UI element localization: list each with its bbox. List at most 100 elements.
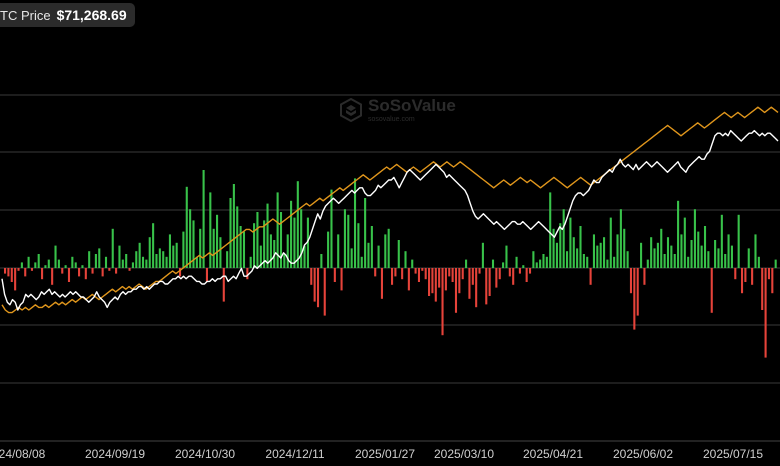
- flow-bar-55: [189, 209, 192, 268]
- flow-bar-137: [465, 259, 468, 268]
- flow-bar-92: [313, 268, 316, 302]
- flow-bar-157: [532, 251, 535, 268]
- flow-bar-145: [491, 259, 495, 268]
- flow-bar-183: [619, 209, 622, 268]
- flow-bar-136: [461, 268, 464, 280]
- flow-bar-94: [320, 254, 323, 268]
- flow-bar-17: [61, 268, 64, 274]
- flow-bar-22: [78, 268, 81, 277]
- flow-bar-142: [481, 242, 484, 268]
- flow-bar-105: [357, 223, 360, 268]
- flow-bar-39: [135, 251, 138, 268]
- flow-bar-58: [199, 228, 202, 268]
- flow-bar-125: [424, 268, 427, 280]
- flow-bar-37: [128, 268, 131, 271]
- flow-bar-45: [155, 254, 158, 268]
- flow-bar-83: [283, 254, 286, 268]
- flow-bar-156: [528, 268, 532, 274]
- flow-bar-2: [10, 268, 13, 282]
- flow-bar-34: [118, 245, 121, 268]
- flow-bar-164: [555, 242, 558, 268]
- flow-bar-90: [306, 217, 309, 268]
- flow-bar-207: [700, 245, 703, 268]
- flow-bar-13: [47, 259, 50, 268]
- flow-bar-184: [623, 228, 626, 268]
- flow-bar-225: [761, 268, 764, 310]
- flow-bar-76: [259, 245, 262, 268]
- flow-bar-43: [148, 237, 151, 268]
- flow-bar-144: [488, 268, 491, 296]
- flow-bar-89: [303, 245, 306, 268]
- flow-bar-30: [104, 256, 108, 268]
- flow-bar-146: [495, 268, 498, 288]
- flow-bar-1: [7, 268, 10, 277]
- flow-bar-199: [673, 254, 676, 268]
- flow-bar-176: [596, 245, 599, 268]
- sosovalue-watermark: SoSoValue sosovalue.com: [340, 97, 456, 123]
- flow-bar-14: [51, 268, 54, 285]
- flow-bar-70: [239, 226, 242, 268]
- flow-bar-169: [572, 237, 575, 268]
- x-tick-label-8: 2025/07/15: [703, 447, 763, 461]
- flow-bar-109: [370, 226, 373, 268]
- flow-bar-4: [17, 268, 20, 271]
- flow-bar-12: [44, 265, 47, 268]
- flow-bar-75: [256, 212, 259, 268]
- flow-bar-33: [115, 268, 118, 274]
- flow-bar-160: [542, 254, 545, 268]
- watermark-name: SoSoValue: [368, 96, 456, 115]
- flow-bar-128: [434, 268, 437, 302]
- flow-bar-85: [290, 200, 293, 268]
- flow-bar-209: [707, 251, 710, 268]
- flow-bar-186: [629, 268, 633, 294]
- flow-bar-222: [751, 268, 754, 285]
- flow-bar-99: [337, 234, 340, 268]
- flow-bar-112: [380, 268, 383, 299]
- flow-bar-24: [84, 268, 87, 280]
- flow-bar-114: [387, 228, 390, 268]
- flow-bar-103: [350, 248, 353, 268]
- flow-bar-126: [428, 268, 431, 296]
- flow-bar-81: [276, 192, 279, 268]
- flow-bar-53: [182, 231, 185, 268]
- flow-bar-152: [515, 256, 518, 268]
- flow-bar-168: [569, 217, 572, 268]
- flow-bar-166: [562, 209, 565, 268]
- flow-bar-226: [764, 268, 767, 358]
- flow-bar-220: [744, 268, 747, 282]
- flow-bar-124: [421, 268, 424, 271]
- flow-bar-18: [64, 265, 67, 268]
- flow-bar-11: [41, 268, 44, 280]
- flow-bar-93: [316, 268, 320, 308]
- flow-bar-104: [353, 178, 357, 268]
- flow-bar-60: [205, 268, 208, 282]
- btc-price-value: $71,268.69: [56, 7, 127, 23]
- flow-bar-42: [145, 259, 148, 268]
- x-tick-label-6: 2025/04/21: [523, 447, 583, 461]
- flow-bar-134: [454, 268, 458, 313]
- flow-bar-19: [67, 268, 71, 282]
- flow-bar-10: [37, 254, 40, 268]
- flow-bar-118: [401, 268, 404, 280]
- flow-bar-59: [202, 170, 205, 268]
- flow-bar-27: [94, 254, 97, 268]
- flow-bar-210: [710, 268, 713, 313]
- flow-bar-61: [209, 192, 212, 268]
- flow-bar-8: [30, 268, 34, 271]
- x-tick-label-1: 2024/09/19: [85, 447, 145, 461]
- sosovalue-logo-icon: [340, 98, 362, 122]
- flow-bar-9: [34, 262, 37, 268]
- flow-bar-174: [589, 268, 592, 285]
- flow-bar-158: [535, 262, 538, 268]
- flow-bar-195: [660, 228, 663, 268]
- flow-bar-215: [727, 234, 730, 268]
- flow-bar-202: [683, 217, 686, 268]
- flow-bar-221: [747, 248, 750, 268]
- flow-bar-113: [384, 234, 387, 268]
- flow-bar-115: [391, 268, 394, 285]
- btc-price-line: [1, 129, 779, 311]
- flow-bar-147: [498, 268, 501, 280]
- flow-bar-32: [111, 228, 114, 268]
- flow-bar-212: [717, 248, 720, 268]
- flow-bar-57: [195, 256, 198, 268]
